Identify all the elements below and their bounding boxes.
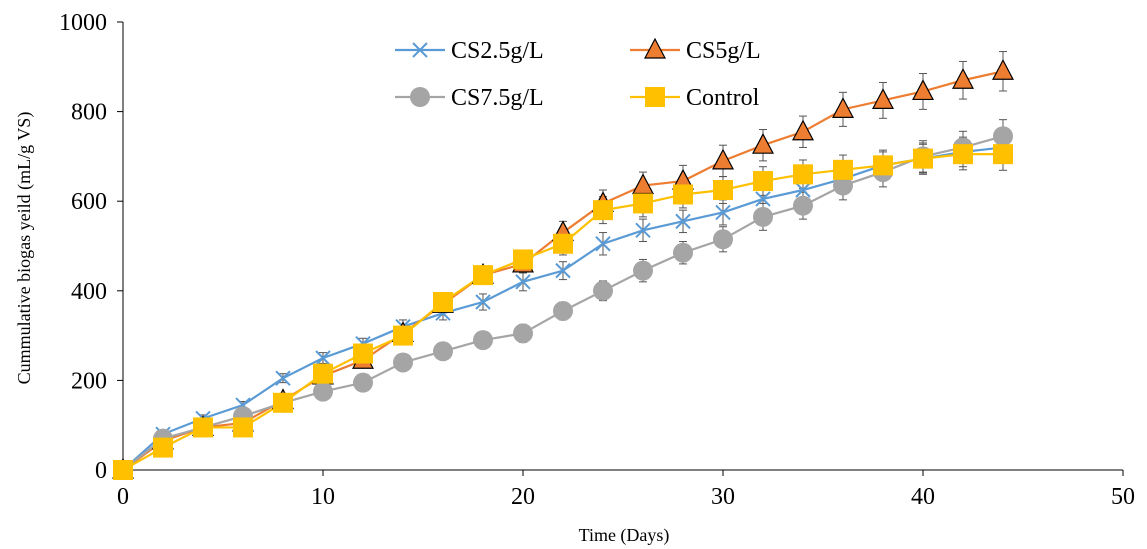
data-point (433, 292, 453, 312)
data-point (755, 191, 771, 207)
data-point (713, 180, 733, 200)
data-point (513, 249, 533, 270)
data-point (353, 343, 373, 364)
legend-marker (644, 37, 666, 59)
data-point (553, 233, 573, 254)
data-point (833, 159, 853, 180)
y-tick-label: 800 (71, 100, 107, 126)
legend-label: CS5g/L (686, 38, 761, 64)
data-point (393, 352, 413, 373)
x-tick-label: 20 (511, 484, 535, 510)
data-point (353, 372, 373, 393)
y-tick-label: 1000 (59, 10, 107, 36)
data-point (793, 164, 813, 185)
data-point (795, 182, 811, 198)
data-point (752, 132, 774, 154)
x-marker-stroke (715, 204, 731, 221)
data-point (673, 242, 693, 263)
x-tick-label: 40 (911, 484, 935, 510)
y-tick-label: 600 (71, 189, 107, 215)
legend-marker (412, 42, 428, 58)
data-point (635, 222, 651, 239)
data-point (832, 97, 854, 118)
legend-label: CS7.5g/L (451, 85, 544, 111)
data-point (273, 392, 293, 413)
data-point (555, 262, 571, 279)
x-axis-label: Time (Days) (579, 525, 670, 546)
axes (117, 21, 1124, 476)
y-tick-label: 200 (71, 368, 107, 394)
x-marker-stroke (595, 236, 611, 252)
data-point (433, 341, 453, 362)
data-point (193, 417, 213, 438)
data-point (473, 265, 493, 286)
x-tick-label: 30 (711, 484, 735, 510)
legend-label: CS2.5g/L (451, 38, 544, 64)
data-point (313, 381, 333, 402)
x-marker-stroke (275, 370, 291, 386)
data-point (513, 323, 533, 344)
data-point (712, 148, 734, 170)
data-point (475, 294, 491, 310)
data-point (595, 236, 611, 252)
data-point (633, 193, 653, 214)
data-point (713, 229, 733, 250)
data-point (593, 280, 613, 301)
legend-label: Control (686, 85, 760, 111)
data-point (833, 175, 853, 196)
x-marker-stroke (555, 262, 571, 279)
y-tick-label: 0 (95, 458, 107, 484)
data-point (753, 171, 773, 192)
data-point (993, 126, 1013, 147)
data-point (993, 144, 1013, 165)
data-point (872, 88, 894, 110)
error-bars (159, 51, 1007, 452)
data-point (873, 155, 893, 176)
data-point (992, 58, 1014, 80)
data-point (792, 119, 814, 141)
x-tick-label: 50 (1111, 484, 1135, 510)
data-point (313, 363, 333, 384)
data-point (715, 204, 731, 221)
x-marker-stroke (675, 213, 691, 230)
x-marker-stroke (315, 350, 331, 366)
legend-marker (410, 87, 430, 107)
x-tick-label: 0 (117, 484, 129, 510)
data-point (633, 260, 653, 281)
x-marker-stroke (755, 191, 771, 207)
data-point (515, 274, 531, 290)
data-point (675, 213, 691, 230)
x-marker-stroke (635, 222, 651, 239)
data-point (912, 79, 934, 101)
data-point (952, 67, 974, 89)
data-point (593, 200, 613, 221)
x-marker-stroke (412, 42, 428, 58)
data-point (473, 330, 493, 351)
x-marker-stroke (515, 274, 531, 290)
data-point (153, 437, 173, 458)
data-point (233, 417, 253, 438)
x-marker-stroke (475, 294, 491, 310)
data-point (315, 350, 331, 366)
y-tick-label: 400 (71, 279, 107, 305)
x-marker-stroke (795, 182, 811, 198)
data-point (113, 460, 133, 480)
legend: CS2.5g/L CS5g/L CS7.5g/L Control (395, 37, 761, 111)
y-axis-label: Cummulative biogas yeild (mL/g VS) (14, 112, 35, 385)
data-point (793, 195, 813, 216)
series-markers (112, 58, 1014, 480)
data-point (913, 148, 933, 169)
legend-marker (645, 87, 665, 107)
data-point (393, 325, 413, 346)
data-point (553, 300, 573, 321)
data-point (275, 370, 291, 386)
tick-labels: 0 200 400 600 800 1000 0 10 20 30 40 50 (59, 10, 1135, 510)
data-point (953, 144, 973, 165)
data-point (673, 184, 693, 205)
data-point (753, 206, 773, 227)
x-tick-label: 10 (311, 484, 335, 510)
